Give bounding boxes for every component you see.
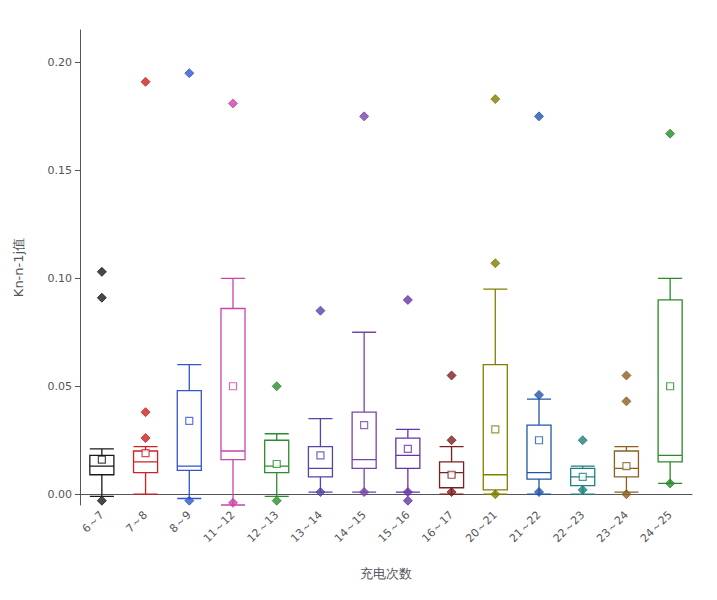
svg-text:20～21: 20～21: [463, 508, 500, 545]
svg-text:6～7: 6～7: [80, 508, 107, 535]
svg-text:充电次数: 充电次数: [360, 566, 412, 581]
svg-text:13～14: 13～14: [288, 508, 325, 545]
svg-text:0.00: 0.00: [48, 488, 73, 501]
svg-text:8～9: 8～9: [167, 508, 194, 535]
svg-text:0.05: 0.05: [48, 380, 73, 393]
svg-text:14～15: 14～15: [332, 508, 369, 545]
svg-text:15～16: 15～16: [376, 508, 413, 545]
svg-text:22～23: 22～23: [551, 508, 588, 545]
svg-text:11～12: 11～12: [201, 508, 238, 545]
svg-text:12～13: 12～13: [245, 508, 282, 545]
svg-text:21～22: 21～22: [507, 508, 544, 545]
svg-text:Kn-n-1j值: Kn-n-1j值: [11, 238, 26, 297]
svg-text:23～24: 23～24: [594, 508, 631, 545]
svg-text:0.15: 0.15: [48, 164, 73, 177]
svg-text:7～8: 7～8: [123, 508, 150, 535]
svg-text:16～17: 16～17: [419, 508, 456, 545]
svg-text:0.20: 0.20: [48, 56, 73, 69]
svg-text:0.10: 0.10: [48, 272, 73, 285]
svg-text:24～25: 24～25: [638, 508, 675, 545]
